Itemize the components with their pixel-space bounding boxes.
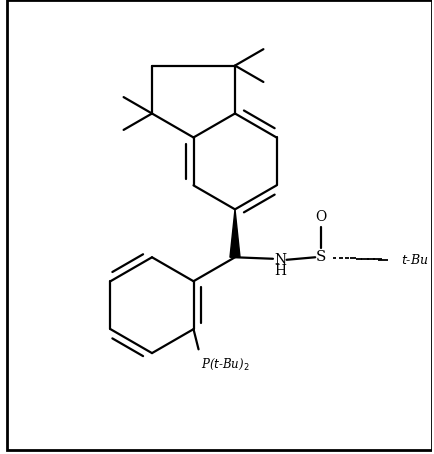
Text: N: N: [274, 253, 286, 267]
Text: P($t$-Bu)$_2$: P($t$-Bu)$_2$: [201, 357, 249, 372]
Text: O: O: [315, 210, 326, 224]
Text: S: S: [316, 250, 326, 264]
Text: $t$-Bu: $t$-Bu: [400, 253, 427, 267]
Polygon shape: [230, 209, 240, 257]
Text: H: H: [274, 264, 286, 278]
